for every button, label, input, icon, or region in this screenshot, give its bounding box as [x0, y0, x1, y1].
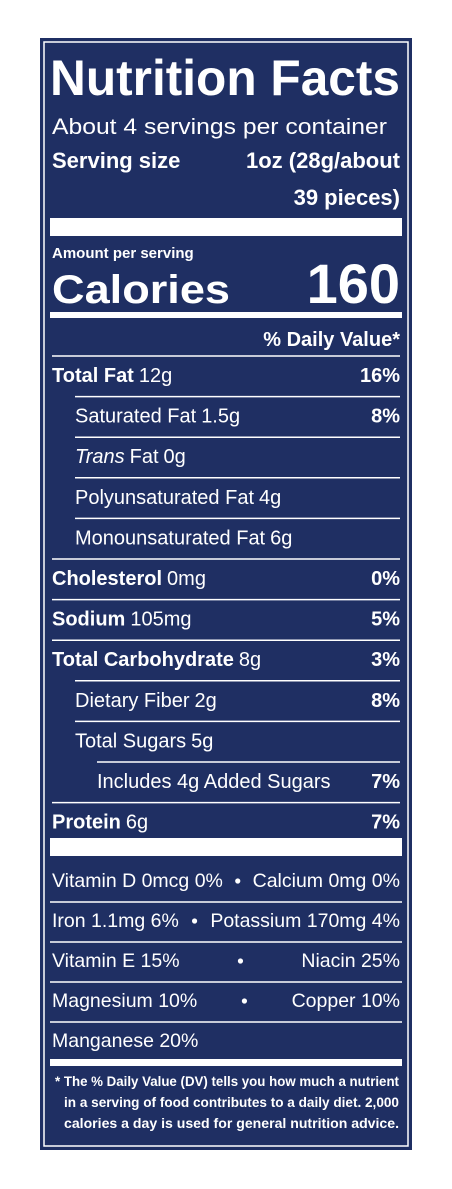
micronutrient: Calcium 0mg 0% — [253, 870, 400, 892]
daily-value: 7% — [371, 771, 400, 793]
calories-label: Calories — [52, 268, 230, 312]
serving-size-value: 39 pieces) — [294, 185, 400, 210]
nutrient-amount: 0mg — [167, 568, 206, 590]
nutrient-amount: 1.5g — [201, 406, 240, 428]
nutrient-name: Total Sugars — [75, 730, 186, 752]
nutrient-name: Monounsaturated Fat — [75, 527, 266, 549]
medium-rule — [50, 312, 402, 318]
servings: About 4 servings per container — [52, 114, 387, 139]
daily-value: 5% — [371, 609, 400, 631]
footnote: in a serving of food contributes to a da… — [64, 1095, 399, 1110]
title: Nutrition Facts — [50, 50, 400, 106]
micronutrient: Magnesium 10% — [52, 990, 197, 1012]
nutrient-amount: 0g — [164, 446, 186, 468]
thick-rule — [50, 218, 402, 236]
micronutrient: Potassium 170mg 4% — [210, 910, 400, 932]
nutrient-name: Fat — [130, 446, 159, 468]
daily-value: 8% — [371, 406, 400, 428]
nutrient-prefix: Trans — [75, 446, 125, 468]
micronutrient: Vitamin E 15% — [52, 950, 180, 972]
dv-header: % Daily Value* — [263, 329, 400, 351]
nutrient-name: Includes 4g Added Sugars — [97, 771, 331, 793]
nutrient-row: Polyunsaturated Fat 4g — [75, 487, 281, 509]
nutrient-row: Monounsaturated Fat 6g — [75, 527, 292, 549]
nutrient-row: Total Fat 12g — [52, 365, 172, 387]
micronutrient: Manganese 20% — [52, 1030, 198, 1052]
nutrient-amount: 4g — [259, 487, 281, 509]
nutrient-amount: 12g — [139, 365, 172, 387]
nutrient-amount: 6g — [270, 527, 292, 549]
daily-value: 3% — [371, 649, 400, 671]
separator-dot — [191, 918, 198, 924]
nutrient-name: Dietary Fiber — [75, 690, 190, 712]
daily-value: 8% — [371, 690, 400, 712]
calories-value: 160 — [307, 252, 400, 315]
nutrient-row: Dietary Fiber 2g — [75, 690, 217, 712]
daily-value: 16% — [360, 365, 400, 387]
nutrient-amount: 8g — [239, 649, 261, 671]
nutrient-name: Cholesterol — [52, 568, 162, 590]
nutrient-name: Polyunsaturated Fat — [75, 487, 254, 509]
thick-rule — [50, 838, 402, 856]
micronutrient: Vitamin D 0mcg 0% — [52, 870, 223, 892]
nutrient-name: Sodium — [52, 609, 125, 631]
nutrient-amount: 2g — [194, 690, 216, 712]
nutrient-row: Total Carbohydrate 8g — [52, 649, 261, 671]
micronutrient: Iron 1.1mg 6% — [52, 910, 179, 932]
nutrient-name: Total Fat — [52, 365, 134, 387]
daily-value: 0% — [371, 568, 400, 590]
nutrient-amount: 5g — [191, 730, 213, 752]
medium-rule — [50, 1059, 402, 1066]
footnote: * The % Daily Value (DV) tells you how m… — [55, 1074, 399, 1089]
nutrient-name: Saturated Fat — [75, 406, 197, 428]
nutrient-row: Protein 6g — [52, 812, 148, 834]
footnote: calories a day is used for general nutri… — [64, 1116, 399, 1131]
micronutrient: Niacin 25% — [301, 950, 400, 972]
nutrient-name: Protein — [52, 812, 121, 834]
nutrient-row: Cholesterol 0mg — [52, 568, 206, 590]
daily-value: 7% — [371, 812, 400, 834]
nutrient-row: Includes 4g Added Sugars — [97, 771, 331, 793]
nutrient-row: Trans Fat 0g — [75, 446, 186, 468]
nutrient-row: Sodium 105mg — [52, 609, 192, 631]
separator-dot — [235, 878, 241, 884]
serving-size-label: Serving size — [52, 148, 180, 173]
nutrient-row: Saturated Fat 1.5g — [75, 406, 240, 428]
micronutrient: Copper 10% — [292, 990, 400, 1012]
separator-dot — [241, 998, 248, 1004]
nutrient-name: Total Carbohydrate — [52, 649, 234, 671]
panel-border — [43, 41, 409, 1147]
separator-dot — [237, 958, 244, 964]
nutrient-amount: 6g — [126, 812, 148, 834]
nutrient-amount: 105mg — [130, 609, 191, 631]
amount-per-serving: Amount per serving — [52, 245, 194, 262]
serving-size-value: 1oz (28g/about — [246, 148, 401, 173]
nutrient-row: Total Sugars 5g — [75, 730, 213, 752]
